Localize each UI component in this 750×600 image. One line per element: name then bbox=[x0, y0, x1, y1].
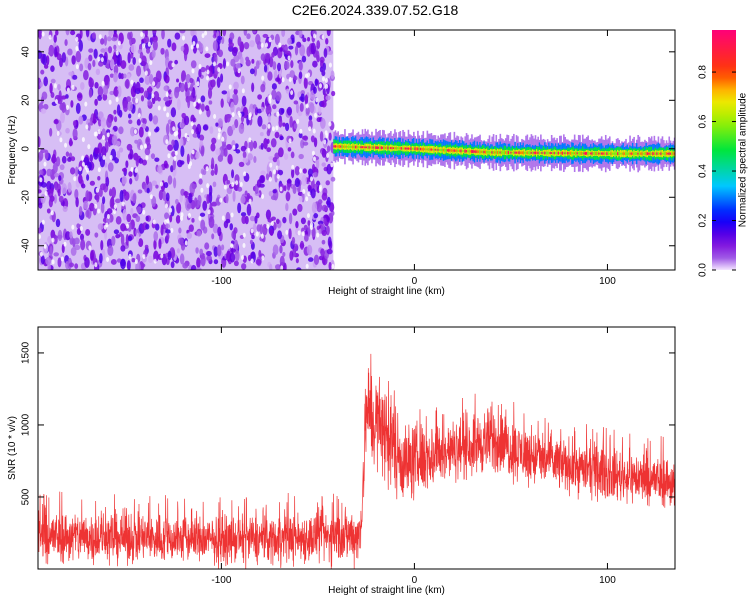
y-axis-label: SNR (10 * v/v) bbox=[7, 416, 18, 480]
plot-frame-top bbox=[37, 29, 676, 271]
y-tick-label: 40 bbox=[21, 46, 32, 58]
y-tick-label: -40 bbox=[21, 238, 32, 253]
figure-title: C2E6.2024.339.07.52.G18 bbox=[291, 2, 459, 18]
y-tick-label: -20 bbox=[21, 190, 32, 205]
x-axis-label: Height of straight line (km) bbox=[328, 286, 445, 297]
y-tick-label: 1500 bbox=[21, 341, 32, 364]
colorbar-tick-label: 0.4 bbox=[698, 164, 709, 178]
y-tick-label: 1000 bbox=[21, 413, 32, 436]
x-tick-label: 0 bbox=[412, 575, 418, 586]
x-tick-label: -100 bbox=[211, 575, 231, 586]
colorbar-tick-label: 0.8 bbox=[698, 65, 709, 79]
y-tick-label: 0 bbox=[21, 146, 32, 152]
x-tick-label: 100 bbox=[599, 276, 616, 287]
spectrogram-image bbox=[38, 30, 675, 270]
y-tick-label: 20 bbox=[21, 94, 32, 106]
colorbar-tick-label: 0.6 bbox=[698, 114, 709, 128]
colorbar-label: Normalized spectral amplitude bbox=[738, 92, 749, 227]
colorbar-tick-label: 0.0 bbox=[698, 263, 709, 277]
x-axis-label: Height of straight line (km) bbox=[328, 585, 445, 596]
x-tick-label: -100 bbox=[211, 276, 231, 287]
y-tick-label: 500 bbox=[21, 488, 32, 505]
colorbar-tick-label: 0.2 bbox=[698, 213, 709, 227]
x-tick-label: 0 bbox=[412, 276, 418, 287]
colorbar bbox=[712, 30, 736, 270]
x-tick-label: 100 bbox=[599, 575, 616, 586]
y-axis-label: Frequency (Hz) bbox=[7, 116, 18, 185]
plot-frame-bottom bbox=[37, 326, 676, 570]
snr-series-line bbox=[38, 353, 675, 569]
